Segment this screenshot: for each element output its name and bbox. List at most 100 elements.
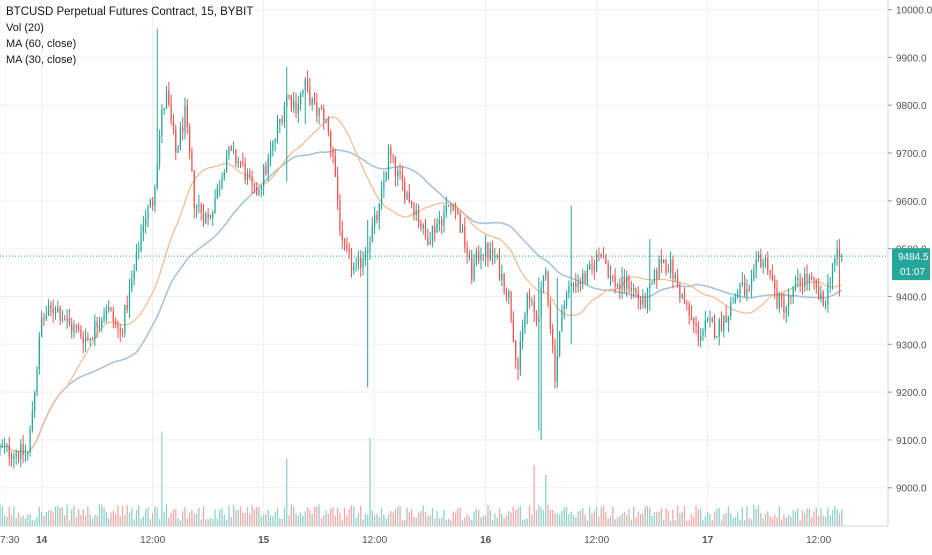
candle <box>519 331 521 376</box>
candle-body <box>334 156 336 177</box>
candle-body <box>693 317 695 324</box>
candle-body <box>676 274 679 285</box>
candle <box>133 264 135 286</box>
candle <box>494 247 496 264</box>
volume-bar <box>478 510 480 526</box>
candle <box>43 312 45 326</box>
candle-body <box>443 212 445 226</box>
legend-volume[interactable]: Vol (20) <box>6 22 44 34</box>
candle-body <box>188 127 191 153</box>
candle-body <box>480 254 482 261</box>
volume-bar <box>387 514 390 526</box>
candle-body <box>17 453 20 460</box>
candle <box>253 183 256 194</box>
candle <box>475 247 478 267</box>
candle-body <box>649 283 651 289</box>
legend-ma30[interactable]: MA (30, close) <box>6 54 77 66</box>
candle <box>600 253 602 259</box>
volume-bar <box>521 519 524 526</box>
candle <box>399 163 401 180</box>
candle <box>683 287 686 304</box>
candle-body <box>702 330 704 337</box>
candle-body <box>771 274 774 280</box>
volume-bar <box>158 518 161 526</box>
candle <box>653 268 656 285</box>
candle-body <box>50 305 52 308</box>
candle-body <box>36 369 38 393</box>
candle <box>743 274 746 298</box>
candle <box>417 204 420 229</box>
candle <box>669 251 672 280</box>
volume-bar <box>431 507 434 526</box>
volume-bar <box>558 514 561 526</box>
candle-body <box>420 222 422 229</box>
candle-body <box>750 278 753 291</box>
candle <box>212 210 214 226</box>
volume-bar <box>154 505 156 526</box>
candle <box>764 254 767 268</box>
volume-bar <box>131 507 133 526</box>
volume-bar <box>665 508 667 526</box>
candle <box>760 248 762 269</box>
candle <box>260 185 262 198</box>
candle-body <box>595 254 598 271</box>
volume-bar <box>563 506 565 526</box>
candle-body <box>306 79 309 87</box>
volume-bar <box>249 513 251 526</box>
candle-body <box>24 453 27 455</box>
candle <box>140 223 142 253</box>
candle-body <box>47 305 50 316</box>
volume-bar <box>480 517 482 526</box>
volume-bar <box>121 505 124 526</box>
candle-body <box>170 104 172 122</box>
volume-bar <box>422 505 424 526</box>
candle <box>540 281 542 440</box>
volume-bar <box>552 509 554 526</box>
candle-body <box>706 318 709 321</box>
candle-body <box>695 323 697 326</box>
volume-bar <box>841 509 843 526</box>
volume-bar <box>700 508 702 526</box>
volume-bar <box>38 506 40 526</box>
candle-body <box>212 213 214 218</box>
volume-bar <box>242 512 244 526</box>
volume-bar <box>593 511 595 526</box>
volume-bar <box>80 515 82 526</box>
volume-bar <box>489 509 491 526</box>
candle-body <box>293 101 295 109</box>
candle <box>503 273 505 295</box>
volume-bar <box>644 506 646 526</box>
candle <box>556 277 558 389</box>
volume-bar <box>341 520 343 526</box>
candle-body <box>561 309 563 332</box>
candle <box>609 265 612 286</box>
candle <box>822 289 824 307</box>
candle-body <box>760 254 762 267</box>
y-tick-label: 9000.0 <box>896 484 927 495</box>
candle-body <box>813 278 815 280</box>
volume-bar <box>734 517 737 526</box>
volume-bar <box>743 520 746 526</box>
volume-bar <box>286 458 288 526</box>
candle-body <box>124 304 126 334</box>
candle <box>598 247 600 262</box>
volume-bar <box>334 515 336 526</box>
candle-body <box>45 315 47 319</box>
candle-body <box>598 254 600 256</box>
legend-ma60[interactable]: MA (60, close) <box>6 38 77 50</box>
volume-bar <box>193 514 195 526</box>
volume-bar <box>135 509 138 526</box>
candle-body <box>336 176 339 201</box>
candle <box>489 241 491 262</box>
candle <box>445 196 447 218</box>
candle <box>720 311 723 333</box>
candle-body <box>172 121 175 130</box>
x-tick-label: 12:00 <box>362 535 387 546</box>
symbol-title[interactable]: BTCUSD Perpetual Futures Contract, 15, B… <box>6 6 254 18</box>
candle <box>723 315 725 338</box>
candle-body <box>644 297 646 308</box>
candle <box>1 439 3 449</box>
volume-bar <box>669 520 672 526</box>
